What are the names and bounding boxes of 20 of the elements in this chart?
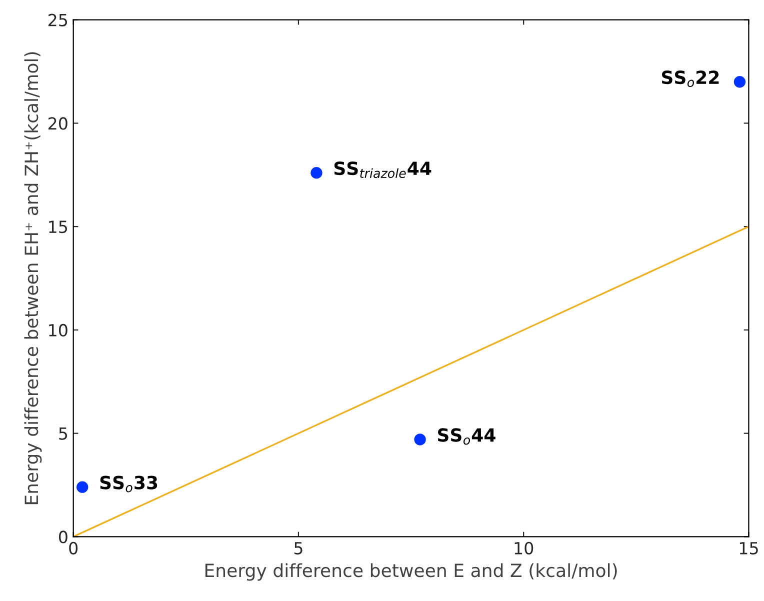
annotation: SS$_{o}$22 — [662, 70, 719, 88]
annotation: SS$_{o}$33 — [100, 476, 158, 492]
x-axis-title: Energy difference between E and Z (kcal/mol) — [205, 563, 617, 581]
y-tick-label: 5 — [59, 428, 68, 440]
x-tick-label: 15 — [740, 542, 758, 554]
y-tick-label: 10 — [49, 324, 68, 337]
point — [734, 76, 746, 88]
y-tick-label: 15 — [49, 220, 68, 234]
point — [76, 481, 88, 493]
x-tick-label: 0 — [69, 542, 78, 554]
point — [310, 166, 322, 179]
y-tick-label: 25 — [48, 14, 68, 26]
x-tick-label: 5 — [294, 542, 302, 554]
x-tick-label: 10 — [514, 542, 534, 554]
annotation: SS$_{triazole}$44 — [334, 161, 432, 178]
point — [414, 434, 426, 446]
y-tick-label: 20 — [48, 117, 68, 130]
annotation: SS$_{o}$44 — [438, 428, 496, 445]
y-tick-label: 0 — [58, 530, 68, 544]
y-axis-title: Energy difference between EH⁺ and ZH⁺(kcal/mol) — [24, 52, 42, 504]
